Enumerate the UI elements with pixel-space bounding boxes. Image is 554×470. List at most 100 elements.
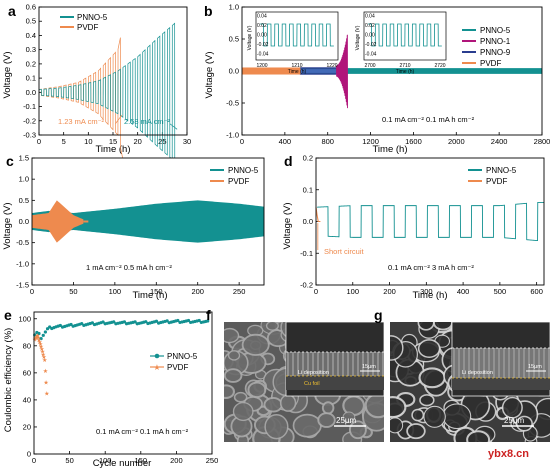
panel-e: e Coulombic efficiency (%) Cycle number … — [3, 307, 218, 469]
inset-scale-bar: 15μm — [528, 364, 542, 370]
y-axis-label: Coulombic efficiency (%) — [3, 328, 14, 432]
sem-grain — [501, 396, 523, 419]
y-tick-label: 80 — [23, 341, 31, 350]
sem-grain — [292, 413, 322, 438]
y-tick-label: -0.1 — [23, 102, 36, 111]
point-pnno5 — [58, 323, 62, 328]
x-tick-label: 800 — [321, 137, 334, 146]
x-tick-label: 400 — [457, 287, 470, 296]
plot-frame — [33, 311, 213, 455]
x-axis-label: Time (h) — [95, 144, 130, 155]
point-pnno5 — [112, 320, 116, 324]
sem-grain — [417, 322, 435, 331]
sem-grain — [417, 339, 441, 358]
point-pvdf: ★ — [38, 341, 43, 348]
x-tick-label: 200 — [383, 287, 396, 296]
point-pnno5 — [101, 320, 105, 324]
plot-frame — [31, 157, 265, 286]
panel-label: e — [4, 307, 12, 323]
legend-pnno1: PNNO-1 — [480, 37, 511, 46]
sem-grain — [390, 417, 404, 434]
legend-pnno5: PNNO-5 — [480, 26, 511, 35]
y-tick-label: 0 — [27, 450, 31, 459]
cross-section-inset: Li deposition Cu foil 15μm — [285, 322, 384, 397]
x-tick-label: 400 — [279, 137, 292, 146]
sem-grain — [227, 350, 241, 361]
y-tick-label: 0.4 — [26, 31, 36, 40]
svg-text:★: ★ — [153, 363, 160, 372]
y-tick-label: -0.5 — [226, 99, 239, 108]
series-pnno5 — [317, 202, 544, 241]
y-tick-label: 60 — [23, 368, 31, 377]
point-pnno5 — [133, 320, 137, 324]
point-pvdf: ★ — [34, 334, 39, 341]
y-tick-label: 1.0 — [229, 3, 239, 12]
sem-grain — [233, 391, 248, 403]
plot-frame — [38, 6, 188, 136]
point-pvdf: ★ — [42, 357, 47, 364]
x-tick-label: 100 — [99, 456, 112, 465]
sem-grain — [418, 367, 446, 389]
point-pvdf: ★ — [36, 337, 41, 344]
x-tick-label: 2000 — [448, 137, 465, 146]
point-pnno5 — [122, 320, 127, 324]
sem-grain — [406, 423, 426, 440]
point-pnno5 — [39, 337, 43, 341]
inset-y-tick: 0.02 — [257, 23, 267, 29]
y-axis-label: Voltage (V) — [204, 52, 215, 99]
sem-grain — [442, 403, 472, 430]
point-pvdf: ★ — [35, 332, 40, 339]
inset-x-label: Time (h) — [288, 69, 307, 75]
series-pnno5 — [242, 68, 542, 74]
legend-pvdf: PVDF — [167, 363, 188, 372]
x-tick-label: 1200 — [362, 137, 379, 146]
sem-grain — [342, 411, 356, 423]
point-pvdf: ★ — [43, 368, 48, 375]
y-tick-label: 0.5 — [229, 35, 239, 44]
legend-swatch-pnno5 — [150, 353, 164, 359]
inset-x-tick: 1200 — [256, 63, 267, 69]
panel-g-label-layer: g — [374, 307, 383, 323]
sem-grain — [390, 335, 404, 361]
x-tick-label: 250 — [233, 287, 246, 296]
inset-y-tick: 0.02 — [365, 23, 375, 29]
y-tick-label: -0.5 — [16, 238, 29, 247]
series-pvdf — [38, 37, 123, 158]
point-pvdf: ★ — [38, 343, 43, 350]
series-pvdf — [32, 200, 84, 243]
sem-grain — [247, 381, 267, 399]
plot-frame — [241, 6, 543, 136]
x-tick-label: 100 — [347, 287, 360, 296]
point-pvdf: ★ — [40, 349, 45, 356]
y-tick-label: -1.5 — [16, 281, 29, 290]
x-tick-label: 1600 — [405, 137, 422, 146]
annotation-pvdf-current: 1.23 mA cm⁻² — [58, 117, 105, 126]
x-tick-label: 600 — [530, 287, 543, 296]
legend-pnno9: PNNO-9 — [480, 48, 511, 57]
sem-image-g: Li deposition 15μm 25μm — [390, 322, 550, 442]
inset-series-pnno5 — [260, 23, 334, 47]
x-tick-label: 20 — [133, 137, 141, 146]
scale-bar-label: 25μm — [336, 416, 357, 425]
legend-pvdf: PVDF — [480, 59, 501, 68]
point-pvdf: ★ — [33, 336, 38, 343]
x-axis-label: Time (h) — [412, 290, 447, 301]
legend-pvdf: PVDF — [486, 177, 507, 186]
sem-grain — [364, 392, 384, 419]
inset-1200h: 0.04 0.02 0.00 -0.02 -0.04 Voltage (V) Time … — [247, 11, 339, 75]
point-pnno5 — [43, 330, 47, 334]
x-tick-label: 0 — [240, 137, 244, 146]
legend-swatch-pvdf: ★ — [150, 363, 164, 372]
x-tick-label: 0 — [314, 287, 318, 296]
inset-y-label: Voltage (V) — [355, 25, 361, 50]
inset-2700h: 0.04 0.02 0.00 -0.02 -0.04 Voltage (V) Time … — [355, 11, 447, 75]
watermark: ybx8.cn — [488, 448, 529, 460]
series-pnno9-core — [299, 69, 337, 73]
x-tick-label: 300 — [420, 287, 433, 296]
point-pvdf: ★ — [41, 354, 46, 361]
legend-pnno5: PNNO-5 — [228, 166, 259, 175]
y-tick-label: 0.3 — [26, 45, 36, 54]
point-pnno5 — [90, 321, 94, 325]
legend-pnno5: PNNO-5 — [486, 166, 517, 175]
condition-note: 0.1 mA cm⁻² 0.1 mA h cm⁻² — [96, 427, 189, 436]
